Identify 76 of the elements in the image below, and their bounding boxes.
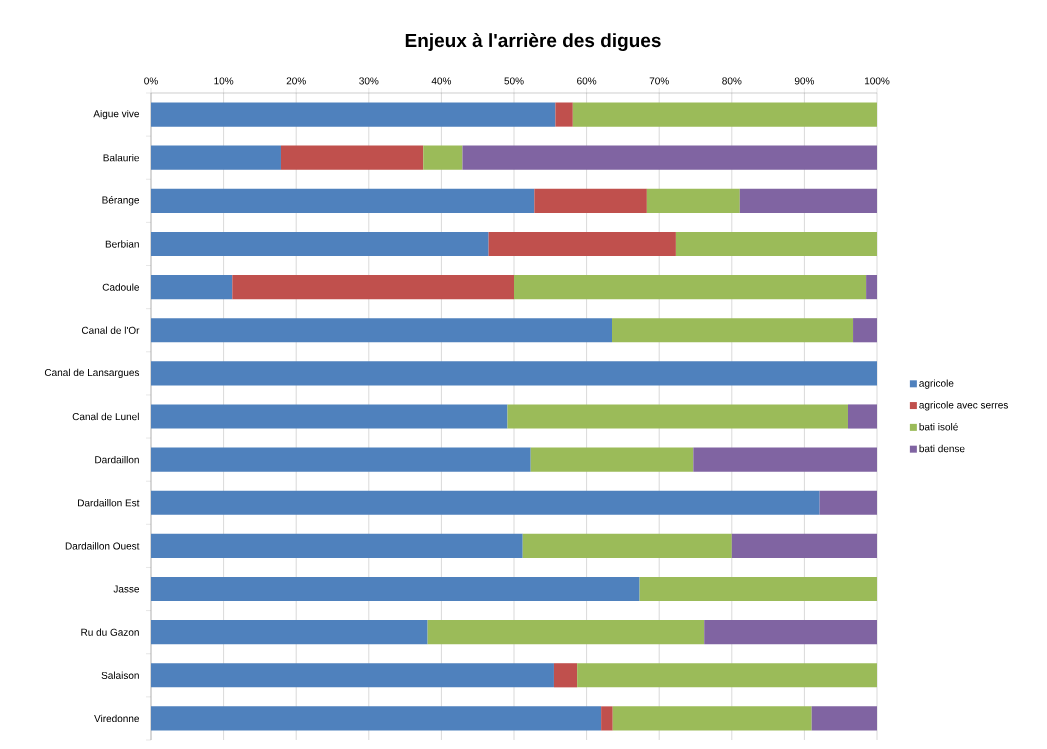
x-tick-label: 20%: [286, 77, 306, 85]
bar: [151, 533, 523, 558]
legend-label: bati isolé: [919, 422, 958, 431]
bar: [612, 706, 812, 731]
y-tick-label: Dardaillon Est: [78, 499, 140, 507]
bar: [151, 231, 489, 257]
bar: [530, 447, 694, 472]
y-tick-label: Balaurie: [103, 154, 140, 162]
bar: [612, 318, 854, 343]
bar: [553, 663, 578, 688]
x-tick-label: 90%: [794, 77, 815, 85]
legend-label: agricole: [919, 379, 954, 389]
bar: [522, 533, 732, 558]
legend-label: bati dense: [919, 444, 965, 453]
x-tick-label: 0%: [144, 77, 158, 85]
bar: [577, 663, 877, 688]
bar: [572, 102, 877, 127]
bar: [639, 576, 877, 602]
bar: [427, 620, 705, 645]
bar: [675, 231, 877, 257]
bar: [811, 706, 877, 731]
y-tick-label: Canal de l'Or: [81, 326, 140, 334]
x-tick-label: 70%: [649, 77, 669, 85]
y-tick-label: Dardaillon Ouest: [65, 542, 140, 550]
bar: [232, 275, 515, 300]
bar: [534, 188, 647, 213]
bar: [151, 663, 554, 688]
y-tick-label: Viredonne: [94, 714, 140, 723]
y-tick-label: Bérange: [102, 196, 140, 206]
bar: [151, 318, 613, 343]
bar: [693, 447, 877, 472]
y-tick-label: Berbian: [105, 240, 139, 248]
bar: [853, 318, 877, 343]
x-tick-label: 80%: [722, 77, 742, 85]
bar: [151, 275, 233, 300]
x-tick-label: 10%: [214, 77, 234, 85]
y-tick-label: Ru du Gazon: [81, 628, 139, 636]
x-tick-label: 100%: [864, 77, 890, 85]
y-tick-label: Aigue vive: [93, 109, 140, 120]
bar: [819, 490, 877, 515]
bar: [151, 361, 877, 386]
bar: [555, 102, 573, 127]
bar: [866, 275, 877, 300]
y-tick-label: Canal de Lunel: [72, 412, 139, 421]
bar: [151, 188, 535, 213]
y-tick-label: Dardaillon: [95, 455, 139, 464]
bar: [601, 706, 613, 731]
x-tick-label: 30%: [359, 77, 379, 85]
y-tick-label: Jasse: [113, 585, 140, 593]
y-tick-label: Canal de Lansargues: [44, 368, 140, 379]
bar: [151, 706, 602, 731]
bar: [151, 576, 640, 602]
bar: [646, 188, 740, 213]
bar: [280, 145, 424, 170]
bar: [151, 490, 820, 515]
bar: [731, 533, 877, 558]
bar: [704, 620, 877, 645]
y-tick-label: Cadoule: [102, 283, 140, 291]
bar: [151, 102, 556, 127]
x-tick-label: 60%: [577, 77, 597, 85]
bar: [423, 145, 463, 170]
chart-title: Enjeux à l'arrière des digues: [405, 33, 661, 51]
bar: [507, 404, 848, 429]
bar: [151, 145, 281, 170]
bar: [151, 404, 508, 429]
x-tick-label: 50%: [504, 77, 524, 85]
bar: [151, 447, 531, 472]
bar: [488, 231, 676, 257]
bar: [514, 275, 867, 300]
bar: [151, 620, 428, 645]
bar: [739, 188, 877, 213]
legend-label: agricole avec serres: [919, 401, 1008, 411]
bar: [462, 145, 877, 170]
bar: [847, 404, 877, 429]
x-tick-label: 40%: [431, 77, 452, 85]
y-tick-label: Salaison: [101, 671, 139, 679]
